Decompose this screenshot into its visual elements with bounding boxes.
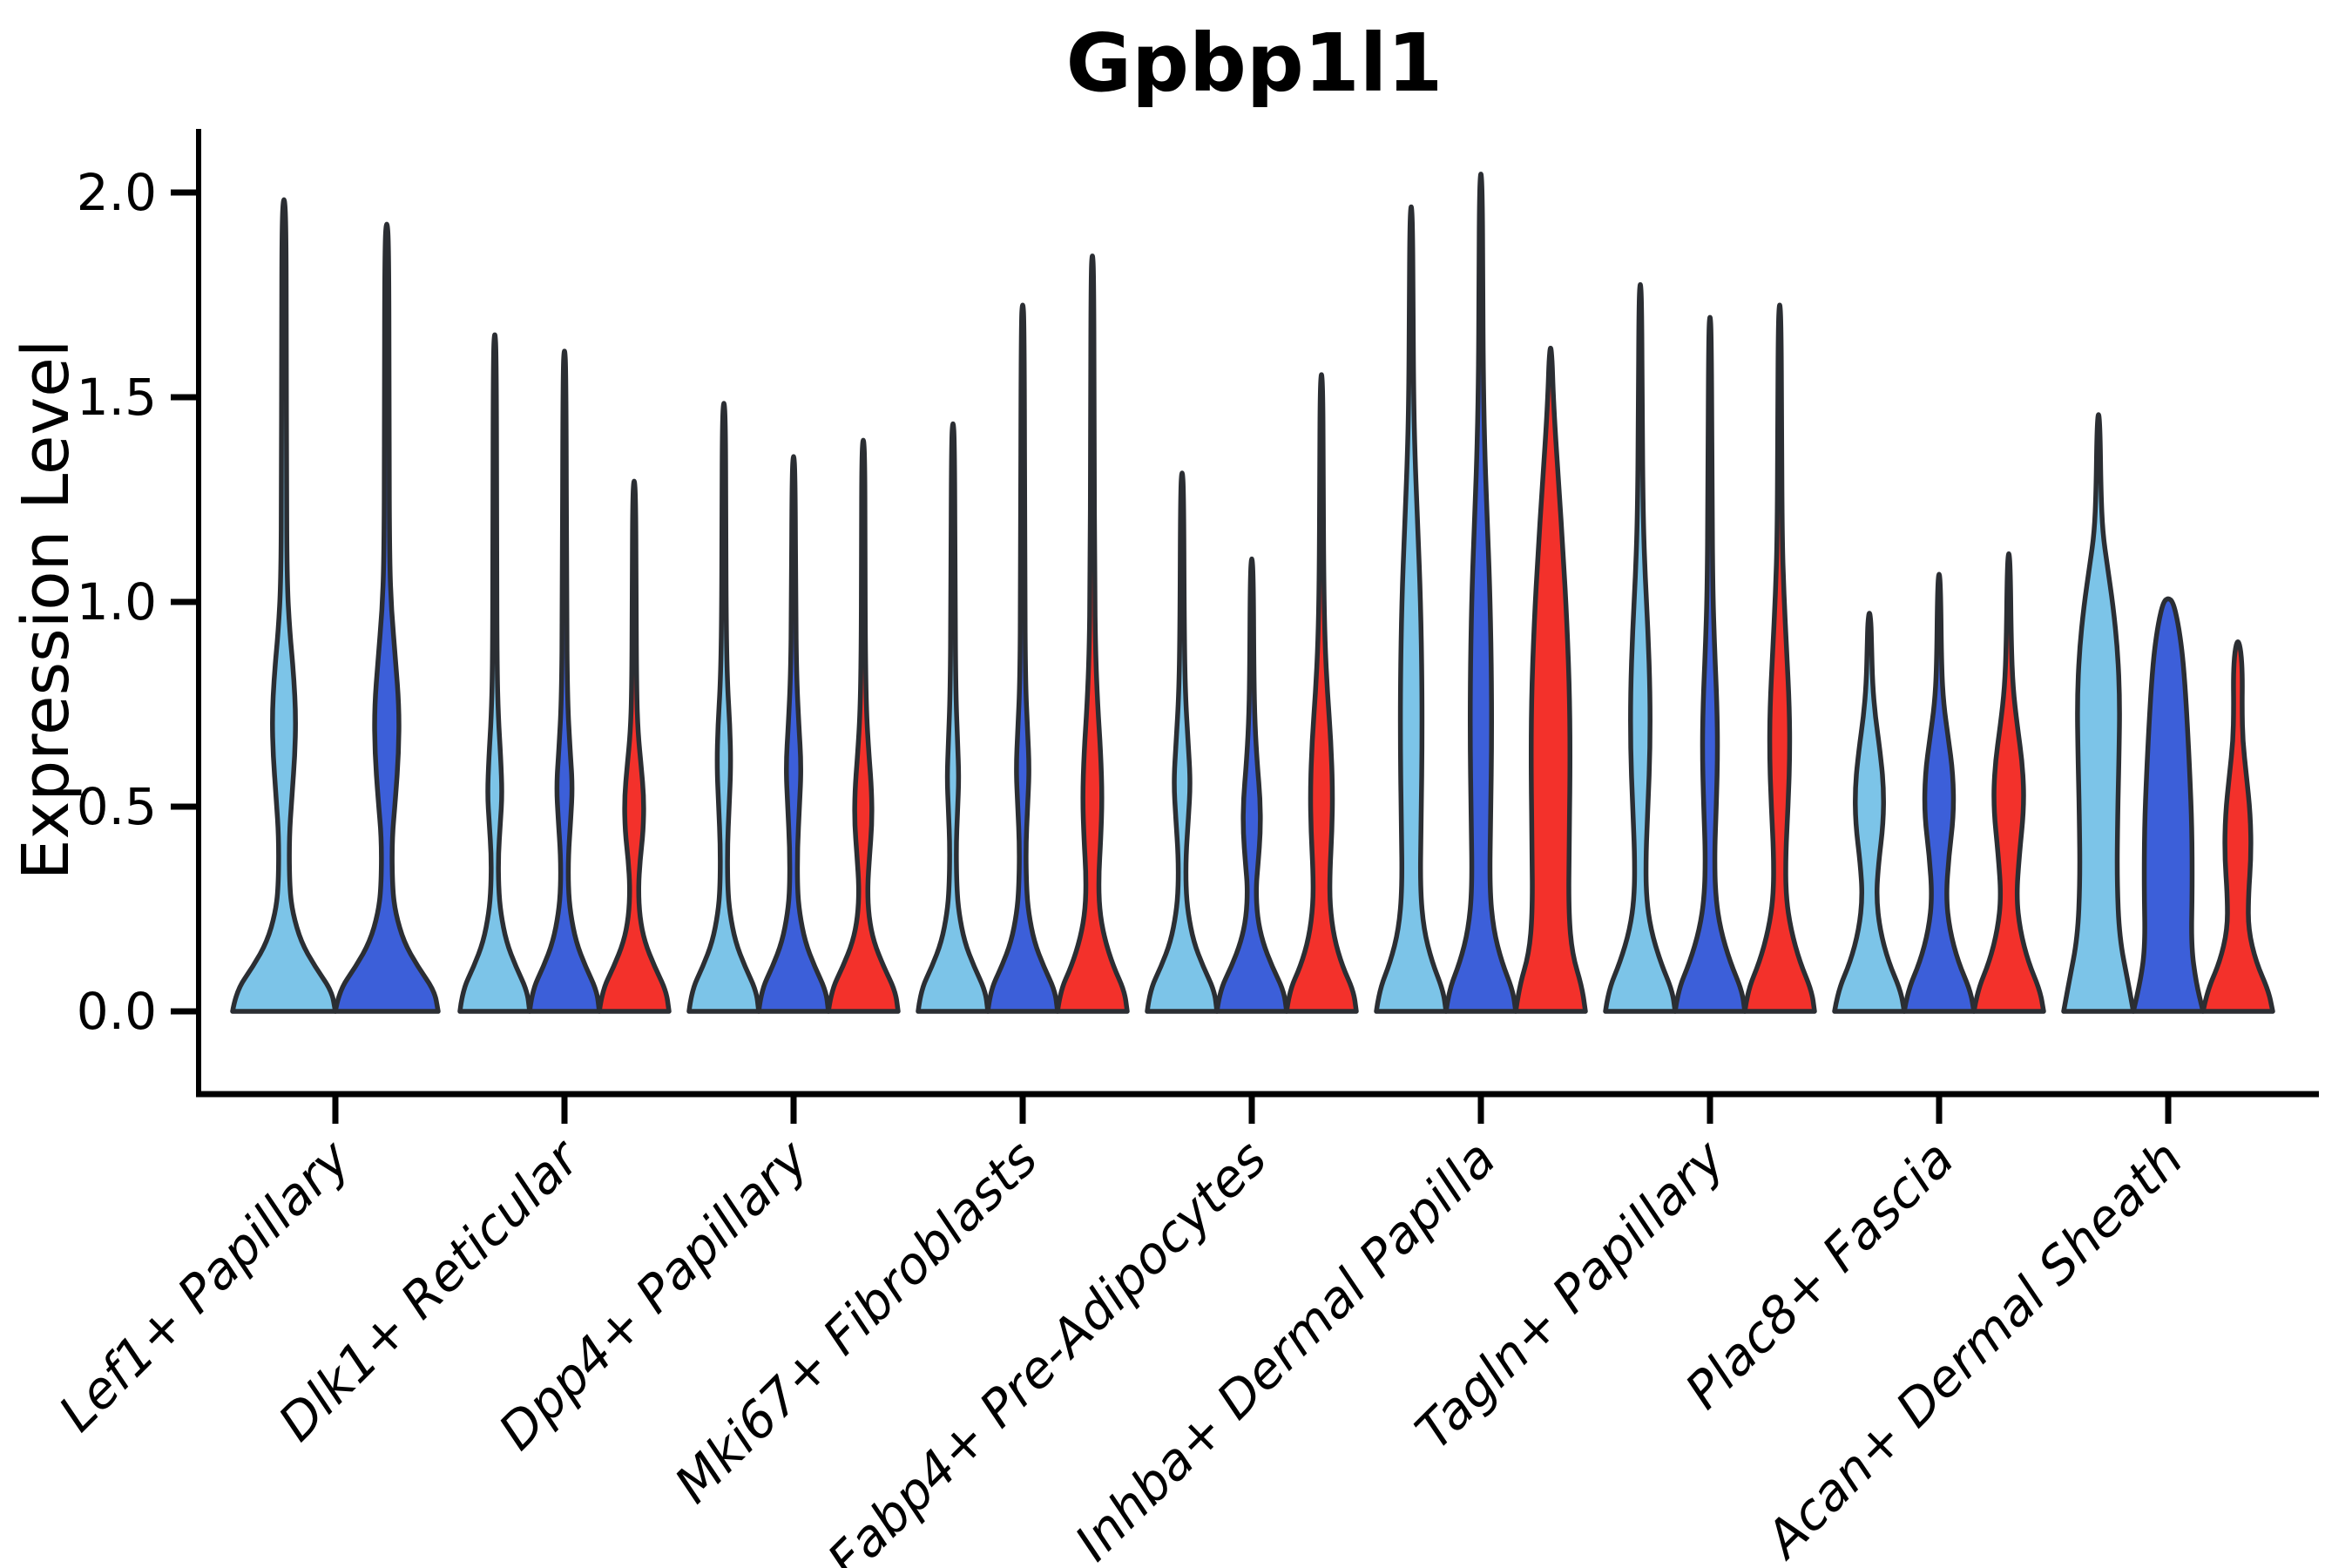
violin-royalblue-violin-cat1 bbox=[527, 348, 602, 1014]
violin-red-violin-cat7 bbox=[1971, 551, 2046, 1014]
x-tick-label: Fabp4+ Pre-Adipocytes bbox=[816, 1129, 1278, 1568]
violin-royalblue-violin-cat4 bbox=[1214, 556, 1289, 1014]
y-axis-label: Expression Level bbox=[9, 340, 84, 881]
violin-royalblue-violin-cat0 bbox=[333, 221, 441, 1014]
violin-lightblue-violin-cat7 bbox=[1832, 611, 1907, 1014]
y-tick-label: 1.5 bbox=[77, 368, 157, 427]
x-tick-label: Acan+ Dermal Sheath bbox=[1752, 1129, 2194, 1568]
violin-group bbox=[230, 172, 2275, 1014]
violin-red-violin-cat2 bbox=[826, 437, 901, 1014]
y-tick-label: 2.0 bbox=[77, 163, 157, 222]
chart-title: Gpbp1l1 bbox=[1066, 17, 1443, 110]
violin-royalblue-violin-cat8 bbox=[2131, 596, 2206, 1014]
y-tick-label: 0.0 bbox=[77, 982, 157, 1041]
violin-red-violin-cat8 bbox=[2200, 639, 2275, 1014]
violin-lightblue-violin-cat3 bbox=[916, 421, 990, 1014]
violin-lightblue-violin-cat5 bbox=[1374, 204, 1449, 1014]
violin-royalblue-violin-cat6 bbox=[1673, 314, 1747, 1014]
violin-red-violin-cat5 bbox=[1513, 345, 1588, 1014]
violin-lightblue-violin-cat2 bbox=[686, 401, 761, 1014]
violin-red-violin-cat3 bbox=[1055, 253, 1130, 1014]
y-tick-label: 0.5 bbox=[77, 777, 157, 836]
violin-lightblue-violin-cat6 bbox=[1603, 282, 1678, 1014]
violin-red-violin-cat1 bbox=[597, 478, 672, 1014]
x-tick-label: Inhba+ Dermal Papilla bbox=[1064, 1129, 1507, 1568]
violin-lightblue-violin-cat1 bbox=[457, 332, 532, 1014]
y-tick-label: 1.0 bbox=[77, 572, 157, 632]
violin-royalblue-violin-cat7 bbox=[1902, 571, 1977, 1014]
violin-royalblue-violin-cat5 bbox=[1443, 172, 1518, 1014]
violin-lightblue-violin-cat4 bbox=[1145, 470, 1220, 1014]
violin-lightblue-violin-cat0 bbox=[230, 197, 338, 1014]
violin-royalblue-violin-cat3 bbox=[985, 302, 1060, 1014]
violin-red-violin-cat6 bbox=[1742, 302, 1817, 1014]
violin-red-violin-cat4 bbox=[1284, 372, 1359, 1014]
violin-royalblue-violin-cat2 bbox=[756, 454, 831, 1014]
violin-lightblue-violin-cat8 bbox=[2061, 412, 2136, 1014]
